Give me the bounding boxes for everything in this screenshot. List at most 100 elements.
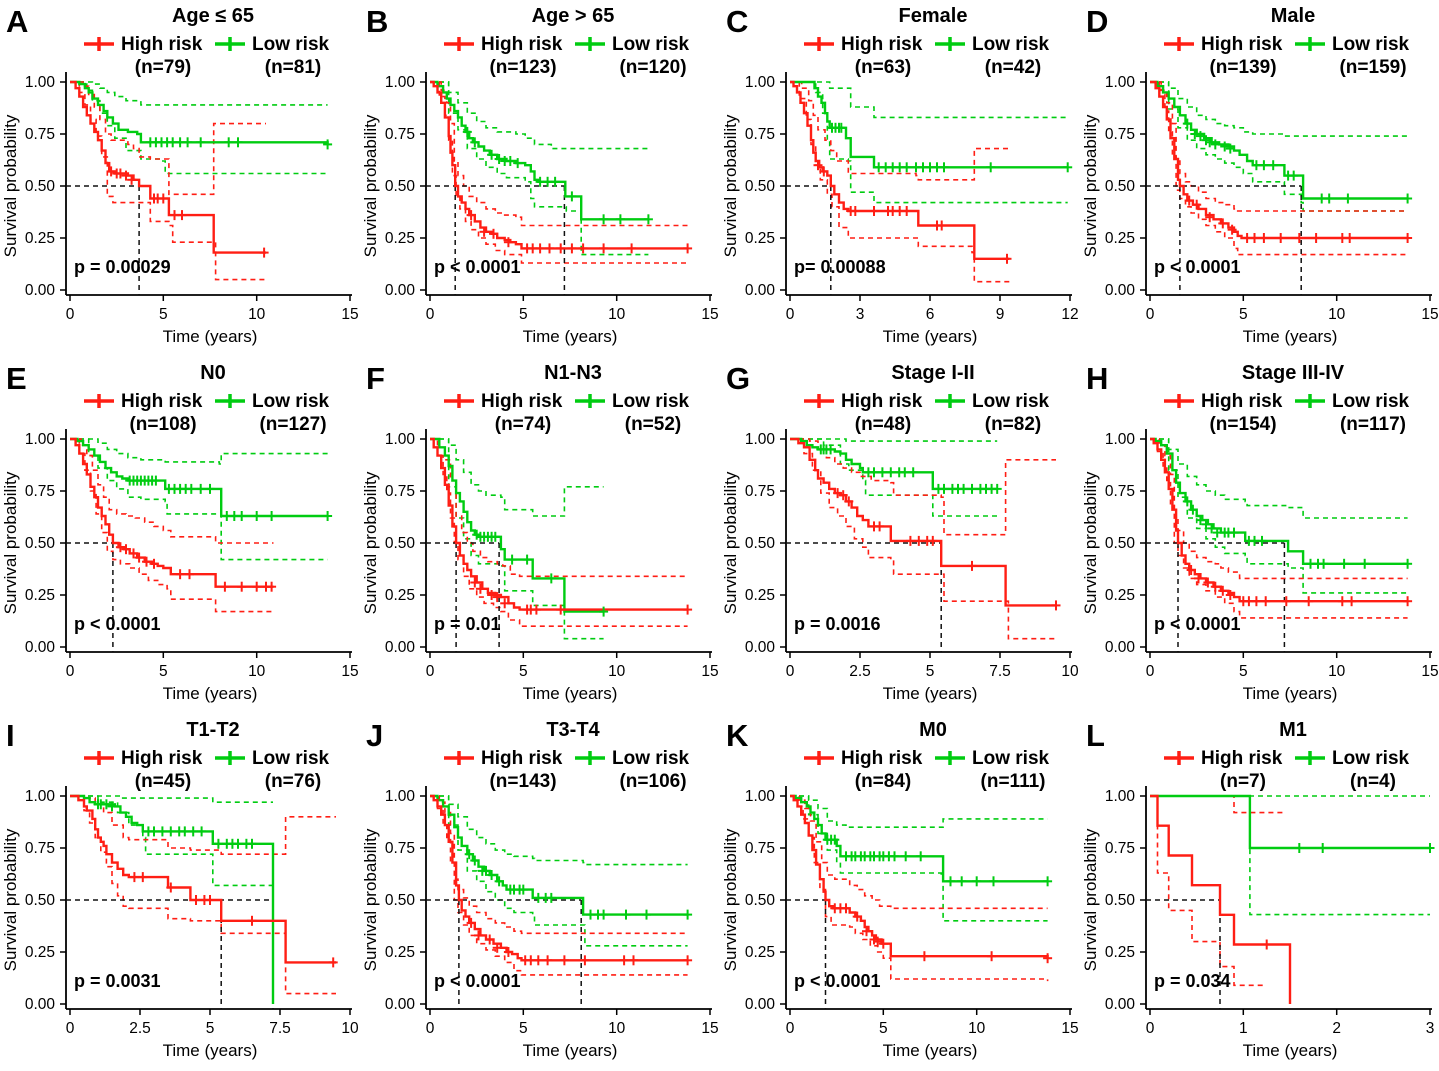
x-axis-label: Time (years) bbox=[523, 1041, 618, 1060]
high-risk-legend-marker-icon bbox=[444, 37, 474, 51]
low-risk-censor-marks bbox=[462, 126, 653, 225]
legend-high-n: (n=7) bbox=[1220, 771, 1266, 792]
p-value-label: p = 0.0016 bbox=[794, 614, 881, 634]
high-risk-ci-upper bbox=[70, 438, 274, 544]
y-axis-label: Survival probability bbox=[721, 828, 740, 971]
legend-low-label: Low risk bbox=[252, 391, 330, 412]
high-risk-legend-marker-icon bbox=[1164, 37, 1194, 51]
x-tick-label: 15 bbox=[701, 1020, 718, 1037]
y-tick-label: 1.00 bbox=[745, 788, 776, 805]
panel-letter: E bbox=[6, 361, 27, 396]
legend-high-n: (n=139) bbox=[1209, 57, 1276, 78]
low-risk-censor-marks bbox=[1294, 843, 1435, 853]
x-tick-label: 0 bbox=[1146, 1020, 1155, 1037]
panel-letter: A bbox=[6, 4, 28, 39]
low-risk-censor-marks bbox=[822, 834, 1053, 887]
high-risk-legend-marker-icon bbox=[444, 751, 474, 765]
high-risk-ci-lower bbox=[790, 795, 1049, 982]
legend-low-label: Low risk bbox=[972, 391, 1050, 412]
low-risk-curve bbox=[70, 80, 329, 145]
legend-high-n: (n=79) bbox=[135, 57, 192, 78]
legend-high-label: High risk bbox=[1201, 391, 1283, 412]
y-tick-label: 1.00 bbox=[385, 74, 416, 91]
x-tick-label: 10 bbox=[1328, 306, 1346, 323]
panel-title: T3-T4 bbox=[546, 719, 600, 741]
y-tick-label: 0.50 bbox=[25, 892, 56, 909]
panel-letter: J bbox=[366, 718, 383, 753]
y-tick-label: 0.00 bbox=[25, 282, 56, 299]
legend-low-n: (n=127) bbox=[259, 414, 326, 435]
y-tick-label: 0.75 bbox=[745, 483, 775, 500]
km-panel-k: K M0 High risk Low risk (n=84) (n=111) 0.00 0.2… bbox=[720, 714, 1079, 1071]
legend-high-n: (n=48) bbox=[855, 414, 912, 435]
high-risk-curve bbox=[430, 437, 688, 611]
legend-low-label: Low risk bbox=[612, 34, 690, 55]
high-risk-legend-marker-icon bbox=[84, 37, 114, 51]
km-panel-e: E N0 High risk Low risk (n=108) (n=127) 0.00 0.… bbox=[0, 357, 359, 714]
y-tick-label: 0.75 bbox=[385, 483, 415, 500]
legend-low-label: Low risk bbox=[1332, 34, 1410, 55]
x-tick-label: 10 bbox=[1328, 663, 1346, 680]
y-tick-label: 0.50 bbox=[25, 178, 56, 195]
x-tick-label: 0 bbox=[786, 306, 795, 323]
y-tick-label: 0.00 bbox=[385, 996, 416, 1013]
x-tick-label: 5 bbox=[926, 663, 935, 680]
panel-title: Age > 65 bbox=[532, 5, 615, 27]
x-tick-label: 7.5 bbox=[269, 1020, 291, 1037]
legend: High risk Low risk (n=123) (n=120) bbox=[444, 34, 690, 78]
y-tick-label: 0.00 bbox=[25, 996, 56, 1013]
y-axis-label: Survival probability bbox=[721, 114, 740, 257]
high-risk-ci-upper bbox=[70, 81, 266, 196]
high-risk-curve bbox=[430, 794, 688, 962]
y-tick-label: 0.50 bbox=[1105, 535, 1136, 552]
high-risk-ci-lower bbox=[1150, 795, 1267, 987]
low-risk-censor-marks bbox=[827, 122, 1073, 173]
panel-letter: L bbox=[1086, 718, 1105, 753]
km-panel-l: L M1 High risk Low risk (n=7) (n=4) 0.00 0.25 0.… bbox=[1080, 714, 1439, 1071]
y-tick-label: 1.00 bbox=[1105, 74, 1136, 91]
y-tick-label: 0.75 bbox=[1105, 483, 1135, 500]
x-tick-label: 7.5 bbox=[989, 663, 1011, 680]
panel-title: T1-T2 bbox=[186, 719, 239, 741]
y-tick-label: 1.00 bbox=[385, 431, 416, 448]
low-risk-censor-marks bbox=[816, 444, 1002, 494]
high-risk-curve bbox=[70, 437, 274, 588]
x-axis-label: Time (years) bbox=[883, 1041, 978, 1060]
low-risk-legend-marker-icon bbox=[575, 37, 605, 51]
panel-letter: K bbox=[726, 718, 749, 753]
legend-high-label: High risk bbox=[841, 391, 923, 412]
legend: High risk Low risk (n=7) (n=4) bbox=[1164, 748, 1410, 792]
legend: High risk Low risk (n=63) (n=42) bbox=[804, 34, 1050, 78]
p-value-label: p < 0.0001 bbox=[434, 971, 521, 991]
x-tick-label: 15 bbox=[701, 663, 718, 680]
legend-high-label: High risk bbox=[1201, 748, 1283, 769]
panel-letter: B bbox=[366, 4, 388, 39]
median-guides bbox=[786, 185, 832, 295]
low-risk-ci-upper bbox=[1150, 81, 1408, 137]
y-tick-label: 0.50 bbox=[1105, 178, 1136, 195]
axes: 0.00 0.25 0.50 0.75 1.00 0 5 10 15 Time (years) Su… bbox=[1, 72, 359, 346]
median-guides bbox=[786, 542, 942, 652]
p-value-label: p < 0.0001 bbox=[74, 614, 161, 634]
high-risk-legend-marker-icon bbox=[84, 751, 114, 765]
x-tick-label: 2.5 bbox=[129, 1020, 151, 1037]
low-risk-censor-marks bbox=[472, 529, 609, 617]
legend-low-n: (n=111) bbox=[981, 771, 1046, 792]
low-risk-ci-lower bbox=[430, 81, 649, 256]
y-tick-label: 0.75 bbox=[1105, 126, 1135, 143]
x-tick-label: 3 bbox=[1426, 1020, 1435, 1037]
high-risk-legend-marker-icon bbox=[84, 394, 114, 408]
y-tick-label: 0.25 bbox=[385, 587, 415, 604]
km-plot-svg: H Stage III-IV High risk Low risk (n=154) (n=… bbox=[1081, 361, 1439, 703]
legend: High risk Low risk (n=139) (n=159) bbox=[1164, 34, 1410, 78]
legend-low-n: (n=117) bbox=[1340, 414, 1406, 435]
low-risk-ci-upper bbox=[430, 795, 688, 866]
y-tick-label: 0.00 bbox=[385, 282, 416, 299]
high-risk-censor-marks bbox=[830, 903, 1053, 964]
y-tick-label: 1.00 bbox=[745, 431, 776, 448]
low-risk-legend-marker-icon bbox=[215, 751, 245, 765]
y-tick-label: 0.75 bbox=[745, 840, 775, 857]
legend-high-n: (n=84) bbox=[855, 771, 912, 792]
high-risk-legend-marker-icon bbox=[804, 37, 834, 51]
